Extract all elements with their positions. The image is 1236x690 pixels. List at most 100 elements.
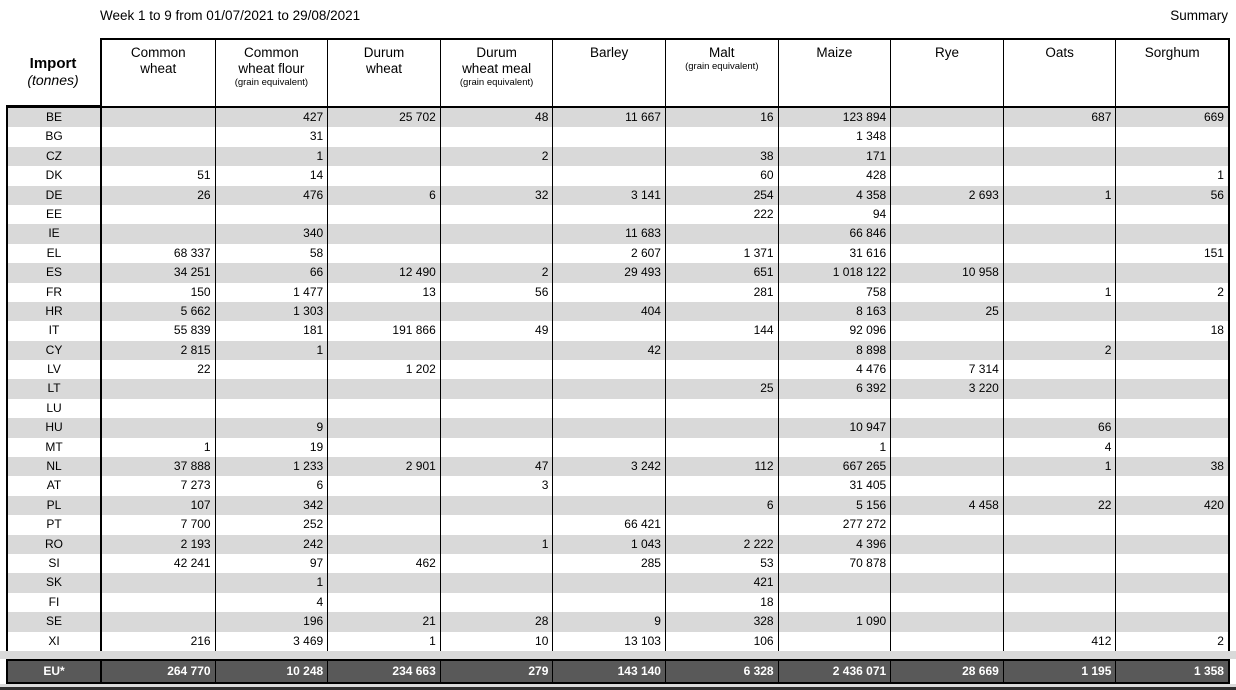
cell	[439, 495, 553, 516]
cell: 4 358	[777, 185, 891, 205]
table-row: DE 26 476 6 32 3 141 254 4 358 2 693 1 56	[8, 185, 1228, 205]
cell: 10	[439, 631, 553, 651]
cell	[1002, 321, 1116, 341]
total-cell: 28 669	[890, 661, 1003, 682]
cell: 1 202	[327, 360, 440, 380]
cell: 191 866	[327, 321, 440, 341]
cell: 94	[777, 204, 891, 225]
cell	[327, 224, 440, 244]
column-header-label: Maize	[816, 45, 853, 60]
row-label: FR	[8, 282, 102, 302]
column-header-label: Durum wheat meal	[462, 45, 532, 76]
cell: 1 348	[777, 127, 891, 147]
cell: 123 894	[777, 108, 891, 128]
column-header-label: Oats	[1045, 45, 1074, 60]
cell: 1 233	[214, 457, 328, 477]
cell	[1002, 263, 1116, 283]
cell	[439, 340, 553, 361]
cell: 56	[439, 282, 553, 302]
cell: 1 018 122	[777, 263, 891, 283]
row-label: SE	[8, 612, 102, 632]
cell	[1115, 515, 1228, 535]
table-row: DK 51 14 60 428 1	[8, 166, 1228, 186]
cell	[327, 418, 440, 438]
cell: 112	[664, 457, 778, 477]
row-label: SI	[8, 553, 102, 574]
bottom-strip-light	[0, 684, 1236, 687]
cell: 1	[1115, 166, 1228, 186]
cell	[552, 592, 665, 613]
cell	[552, 495, 665, 516]
cell	[890, 515, 1003, 535]
row-label: AT	[8, 476, 102, 496]
cell: 2 607	[552, 243, 665, 264]
cell: 5 156	[777, 495, 891, 516]
table-row: FR 150 1 477 13 56 281 758 1 2	[8, 282, 1228, 302]
table-row: LU	[8, 398, 1228, 419]
cell: 8 898	[777, 340, 891, 361]
summary-link[interactable]: Summary	[1170, 8, 1228, 23]
cell: 25 702	[327, 108, 440, 128]
cell	[890, 224, 1003, 244]
cell: 55 839	[173, 323, 211, 338]
column-header-label: Sorghum	[1144, 45, 1200, 60]
cell: 66 421	[552, 515, 665, 535]
column-header-label: Durum wheat	[363, 45, 405, 76]
cell: 38	[1115, 457, 1228, 477]
cell	[1115, 301, 1228, 322]
cell: 4 458	[890, 495, 1003, 516]
row-label: NL	[8, 457, 102, 477]
cell	[102, 205, 215, 224]
cell	[890, 204, 1003, 225]
cell: 222	[664, 204, 778, 225]
cell	[777, 631, 891, 651]
column-header-label: Rye	[934, 45, 959, 60]
table-row: SE 196 21 28 9 328 1 090	[8, 612, 1228, 632]
cell	[1002, 166, 1116, 186]
cell	[890, 437, 1003, 458]
table-row: BE 427 25 702 48 11 667 16 123 894 687 669	[8, 108, 1228, 128]
cell	[552, 146, 665, 167]
cell	[664, 437, 778, 458]
row-label: SK	[8, 573, 102, 593]
total-cell: 279	[439, 661, 553, 682]
cell	[1002, 612, 1116, 632]
table-row: PL 107 342 6 5 156 4 458 22 420	[8, 495, 1228, 516]
cell	[552, 398, 665, 419]
cell	[1115, 224, 1228, 244]
cell: 1	[214, 146, 328, 167]
cell	[1115, 612, 1228, 632]
cell	[327, 437, 440, 458]
row-label: LV	[8, 360, 102, 380]
cell: 285	[552, 553, 665, 574]
cell	[327, 476, 440, 496]
cell	[1002, 360, 1116, 380]
table-header-row: Import (tonnes) Common wheat Common wheat…	[6, 38, 1230, 108]
cell: 1 303	[214, 301, 328, 322]
cell	[1002, 398, 1116, 419]
cell: 10 947	[777, 418, 891, 438]
cell	[1002, 573, 1116, 593]
cell	[552, 573, 665, 593]
cell: 31 405	[777, 476, 891, 496]
cell: 97	[214, 553, 328, 574]
table-row: IT 55 839 181 191 866 49 144 92 096 18	[8, 321, 1228, 341]
corner-unit: (tonnes)	[27, 72, 79, 88]
cell: 42	[552, 340, 665, 361]
cell	[439, 166, 553, 186]
cell: 2 693	[890, 185, 1003, 205]
row-label: BG	[8, 127, 102, 147]
cell	[552, 360, 665, 380]
cell: 22	[197, 362, 211, 377]
table-row: HR 5 662 1 303 404 8 163 25	[8, 301, 1228, 322]
table-row: SK 1 421	[8, 573, 1228, 593]
column-header: Common wheat	[102, 40, 215, 106]
cell	[664, 418, 778, 438]
cell	[890, 476, 1003, 496]
cell: 462	[327, 553, 440, 574]
cell	[327, 204, 440, 225]
table-row: AT 7 273 6 3 31 405	[8, 476, 1228, 496]
cell	[327, 301, 440, 322]
cell	[664, 360, 778, 380]
cell	[102, 379, 215, 398]
